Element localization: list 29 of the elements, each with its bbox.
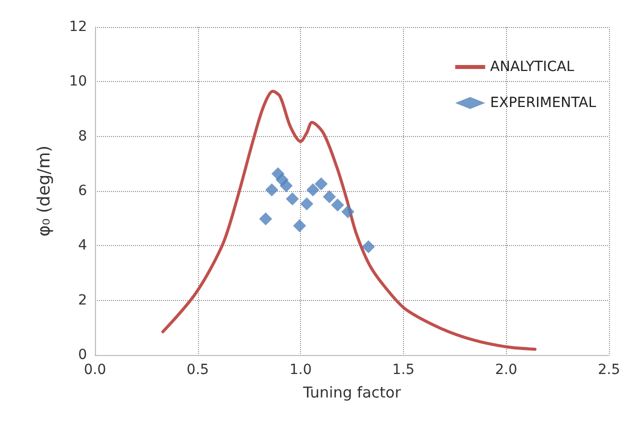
point xyxy=(331,198,344,212)
x-tick-label: 1.0 xyxy=(289,362,312,378)
y-tick-label: 0 xyxy=(78,347,87,363)
point xyxy=(322,190,336,204)
point xyxy=(259,212,272,226)
point xyxy=(362,240,375,254)
y-axis-title: φ₀ (deg/m) xyxy=(34,145,54,237)
legend-label: ANALYTICAL xyxy=(490,59,574,75)
x-tick-label: 1.5 xyxy=(392,362,415,378)
x-tick-label: 0.0 xyxy=(84,362,106,378)
point xyxy=(300,197,314,210)
x-tick-label: 0.5 xyxy=(186,362,209,378)
y-tick-label: 12 xyxy=(69,19,87,35)
x-tick-label: 2.5 xyxy=(598,362,620,378)
point xyxy=(280,179,293,192)
y-tick-label: 10 xyxy=(69,74,87,90)
point xyxy=(341,205,354,218)
y-tick-label: 4 xyxy=(78,238,88,254)
y-tick-label: 6 xyxy=(78,183,88,199)
x-axis-title: Tuning factor xyxy=(302,384,402,402)
y-tick-label: 8 xyxy=(78,128,87,144)
point xyxy=(314,177,328,190)
legend-label: EXPERIMENTAL xyxy=(490,95,596,111)
point xyxy=(286,192,299,206)
point xyxy=(265,183,278,196)
point xyxy=(293,219,306,232)
y-tick-label: 2 xyxy=(78,292,87,308)
point xyxy=(306,183,320,196)
x-tick-label: 2.0 xyxy=(495,362,518,378)
